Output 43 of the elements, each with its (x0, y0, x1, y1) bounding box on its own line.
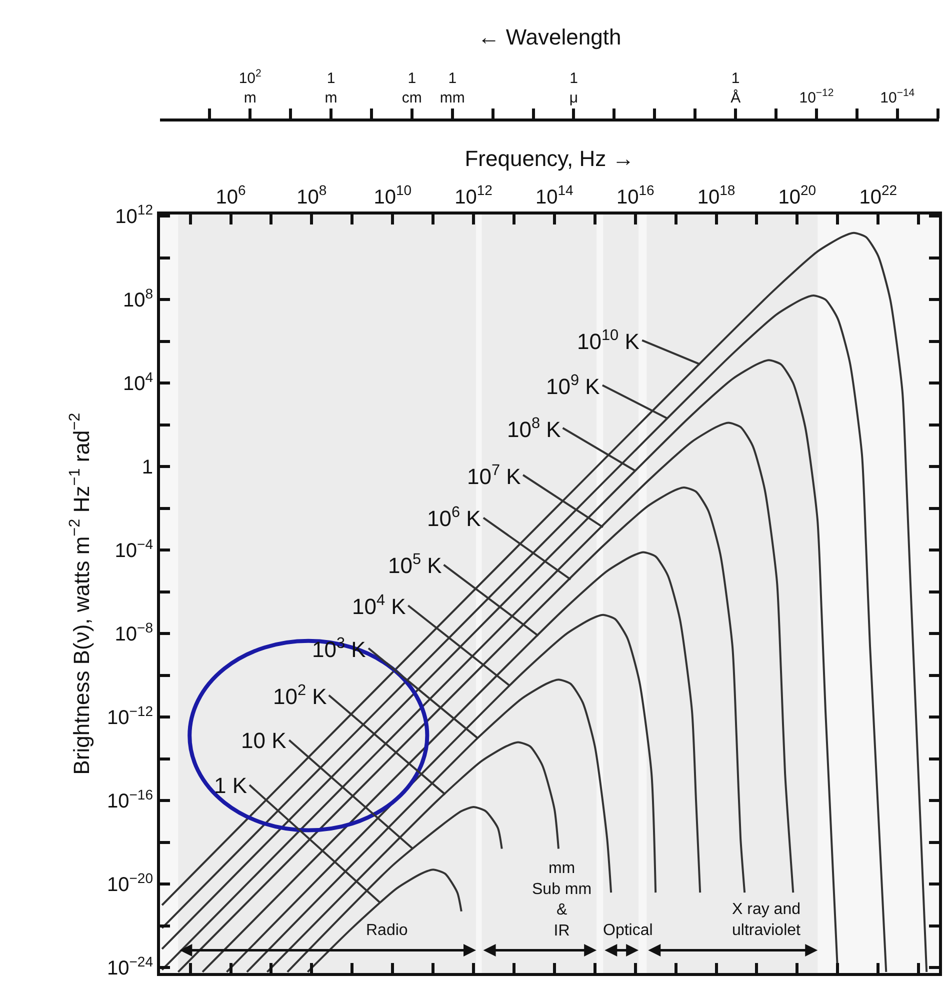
annotation: 10$^{7}$ K (467, 462, 522, 490)
annotation: 10$^{10}$ K (577, 327, 640, 354)
annotation: 10$^{9}$ K (546, 372, 600, 400)
x-axis-title: Frequency, Hz → (464, 146, 634, 171)
y-tick-label: 10$^{4}$ (122, 368, 154, 396)
category-label: 1 m (324, 70, 338, 106)
x-tick-label: 10$^{22}$ (859, 182, 898, 208)
y-tick-label: 10$^{−4}$ (114, 536, 154, 562)
annotation: 10$^{5}$ K (388, 551, 442, 578)
y-tick-label: 10$^{−12}$ (107, 702, 154, 730)
x-tick-label: 10$^{12}$ (454, 182, 493, 208)
category-label: 1 mm (440, 70, 465, 106)
category-label: 10$^{−12}$ (799, 87, 834, 106)
text: ← Wavelength (478, 24, 622, 50)
annotation: 10$^{8}$ K (507, 415, 562, 442)
x-tick-label: 10$^{10}$ (374, 182, 412, 208)
x-tick-label: 10$^{6}$ (216, 182, 246, 208)
y-tick-label: 10$^{−24}$ (107, 953, 154, 980)
x-tick-label: 10$^{18}$ (697, 182, 736, 208)
annotation: 10 K (241, 728, 287, 753)
category-label: 10$^{−14}$ (880, 87, 915, 106)
annotation: 10$^{2}$ K (273, 682, 328, 710)
y-tick-label: 10$^{−8}$ (114, 619, 154, 646)
annotation: 10$^{4}$ K (352, 592, 406, 620)
x-tick-label: 10$^{16}$ (616, 182, 654, 208)
category-label: 1 μ (569, 70, 578, 106)
y-tick-label: 10$^{12}$ (115, 202, 154, 228)
band-label: X ray and ultraviolet (732, 901, 802, 939)
band-label: mm Sub mm & IR (532, 860, 592, 940)
category-label: 10$^{2}$ m (238, 68, 262, 106)
x-tick-label: 10$^{8}$ (296, 182, 327, 208)
y-tick-label: 10$^{8}$ (122, 285, 154, 312)
x-tick-label: 10$^{20}$ (778, 182, 816, 208)
annotation: 10$^{6}$ K (427, 504, 482, 532)
x-tick-label: 10$^{14}$ (536, 182, 574, 208)
y-tick-label: 10$^{−20}$ (107, 870, 154, 896)
category-label: 1 Å (730, 70, 741, 106)
annotation: 1 K (214, 773, 248, 798)
band-label: Optical (603, 922, 653, 939)
y-tick-label: 1 (142, 456, 153, 479)
category-label: 1 cm (402, 70, 422, 106)
band-label: Radio (366, 922, 408, 939)
y-tick-label: 10$^{−16}$ (107, 786, 154, 813)
